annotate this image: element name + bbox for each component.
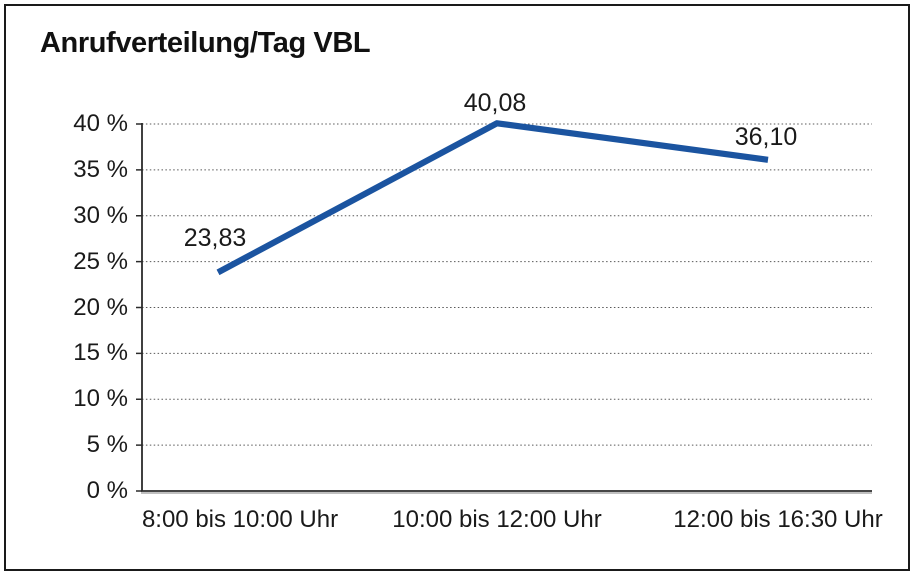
y-axis-tick-label: 25 %	[73, 247, 128, 275]
y-axis-tick-label: 20 %	[73, 293, 128, 321]
y-axis-tick-label: 40 %	[73, 110, 128, 137]
y-axis-tick-label: 35 %	[73, 155, 128, 183]
chart-title: Anrufverteilung/Tag VBL	[40, 27, 371, 59]
y-axis-tick-label: 15 %	[73, 339, 128, 367]
y-axis-tick-label: 30 %	[73, 201, 128, 229]
data-point-label: 36,10	[734, 122, 798, 151]
y-axis-tick-label: 10 %	[73, 385, 128, 413]
y-axis-tick-label: 0 %	[86, 477, 128, 504]
x-axis-category-label: 10:00 bis 12:00 Uhr	[392, 506, 602, 533]
x-axis-category-label: 8:00 bis 10:00 Uhr	[141, 506, 339, 533]
series-line	[216, 120, 769, 276]
y-axis-tick-label: 5 %	[86, 431, 128, 459]
x-axis-category-label: 12:00 bis 16:30 Uhr	[673, 506, 883, 533]
data-point-label: 23,83	[183, 224, 247, 253]
data-point-label: 40,08	[463, 89, 527, 118]
